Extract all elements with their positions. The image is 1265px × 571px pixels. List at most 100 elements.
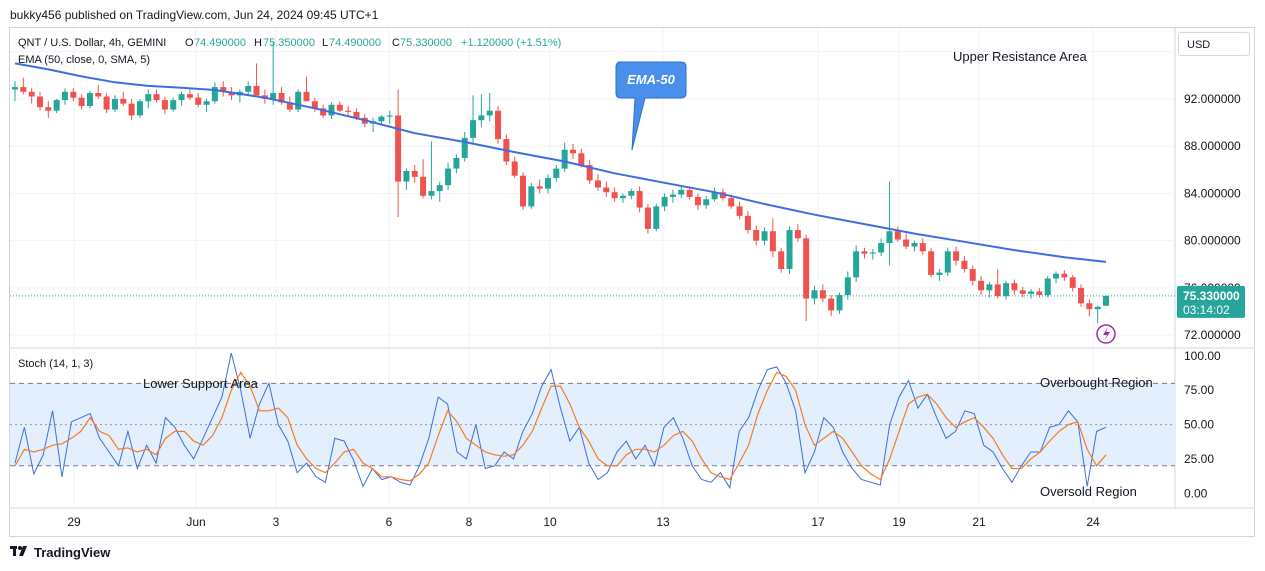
- candle-body: [978, 280, 985, 291]
- candle-body: [303, 91, 310, 102]
- time-tick-label: 19: [892, 515, 906, 529]
- candle-body: [886, 231, 893, 244]
- candle-body: [1044, 278, 1051, 296]
- candle-body: [628, 191, 635, 196]
- candle-body: [428, 191, 435, 196]
- candle-body: [686, 189, 693, 197]
- price-tick-label: 88.000000: [1184, 139, 1241, 153]
- candle-body: [111, 98, 118, 110]
- candle-body: [403, 170, 410, 182]
- candle-body: [1069, 277, 1076, 288]
- time-tick-label: 6: [386, 515, 393, 529]
- candle-body: [819, 290, 826, 299]
- legend-high-label: H: [254, 37, 262, 49]
- stoch-tick-label: 0.00: [1184, 486, 1208, 500]
- candle-body: [1094, 306, 1101, 310]
- time-tick-label: 3: [273, 515, 280, 529]
- candle-body: [878, 243, 885, 253]
- lightning-icon[interactable]: [1096, 324, 1116, 344]
- candle-body: [61, 91, 68, 101]
- candle-body: [903, 239, 910, 247]
- stoch-tick-label: 100.00: [1184, 349, 1221, 363]
- candle-body: [861, 251, 868, 254]
- candle-body: [694, 196, 701, 206]
- candle-body: [1003, 283, 1010, 297]
- time-tick-label: 13: [656, 515, 670, 529]
- stoch-axis: 0.00 25.00 50.00 75.00 100.00: [1184, 349, 1221, 500]
- candle-body: [461, 137, 468, 158]
- stoch-d-line: [14, 371, 1107, 482]
- oversold-label: Oversold Region: [1040, 484, 1137, 499]
- candle-body: [220, 87, 227, 92]
- price-tick-label: 72.000000: [1184, 328, 1241, 342]
- candle-body: [103, 96, 110, 110]
- candle-body: [245, 85, 252, 92]
- candle-body: [1036, 291, 1043, 296]
- chart-frame: [9, 27, 1255, 537]
- candle-body: [445, 168, 452, 186]
- candle-body: [619, 195, 626, 199]
- stoch-band: [10, 382, 1175, 467]
- candle-body: [969, 269, 976, 281]
- last-price-tag: 75.330000 03:14:02: [1177, 285, 1245, 318]
- legend-low-value: 74.490000: [329, 37, 381, 49]
- price-tick-label: 80.000000: [1184, 234, 1241, 248]
- candle-body: [270, 92, 277, 99]
- stoch-k-line: [14, 352, 1107, 490]
- candle-body: [20, 87, 27, 92]
- stoch-tick-label: 50.00: [1184, 418, 1214, 432]
- time-tick-label: 8: [466, 515, 473, 529]
- candle-body: [703, 199, 710, 206]
- candle-body: [328, 104, 335, 116]
- candle-body: [561, 149, 568, 169]
- candle-body: [170, 100, 177, 110]
- candle-body: [528, 186, 535, 207]
- candle-body: [928, 251, 935, 275]
- candle-body: [286, 102, 293, 110]
- candle-body: [769, 231, 776, 252]
- candle-body: [786, 230, 793, 270]
- candle-body: [45, 107, 52, 111]
- candle-body: [411, 170, 418, 177]
- stoch-lines: [14, 352, 1107, 490]
- candle-body: [278, 92, 285, 103]
- candle-body: [1053, 273, 1060, 279]
- candle-body: [153, 94, 160, 101]
- candle-body: [1086, 303, 1093, 310]
- currency-button[interactable]: USD: [1178, 32, 1250, 56]
- candle-body: [211, 87, 218, 102]
- candle-body: [728, 198, 735, 207]
- last-price-value: 75.330000: [1183, 289, 1240, 303]
- ema-layer: [14, 62, 1107, 263]
- time-tick-label: 10: [543, 515, 557, 529]
- stoch-tick-label: 25.00: [1184, 452, 1214, 466]
- candle-body: [436, 185, 443, 192]
- candle-body: [611, 192, 618, 199]
- candle-body: [578, 153, 585, 166]
- tradingview-wordmark: TradingView: [34, 545, 111, 560]
- candle-body: [395, 115, 402, 182]
- time-tick-label: 17: [811, 515, 825, 529]
- candle-body: [553, 168, 560, 179]
- legend-low-label: L: [322, 37, 328, 49]
- candle-body: [869, 252, 876, 254]
- legend-open-label: O: [185, 37, 194, 49]
- legend-symbol: QNT / U.S. Dollar, 4h, GEMINI: [18, 37, 166, 49]
- candle-body: [1103, 295, 1109, 306]
- candle-body: [345, 110, 352, 112]
- candle-body: [378, 116, 385, 122]
- candle-body: [128, 103, 135, 116]
- candle-body: [28, 91, 35, 97]
- candle-body: [803, 238, 810, 299]
- candle-body: [603, 187, 610, 193]
- candle-body: [95, 92, 102, 97]
- candles: [12, 42, 1109, 324]
- legend-change: +1.120000 (+1.51%): [461, 37, 561, 49]
- candle-body: [844, 277, 851, 296]
- candle-body: [678, 189, 685, 195]
- candle-body: [470, 120, 477, 138]
- candle-body: [53, 100, 60, 111]
- candle-body: [586, 165, 593, 181]
- candle-body: [661, 196, 668, 207]
